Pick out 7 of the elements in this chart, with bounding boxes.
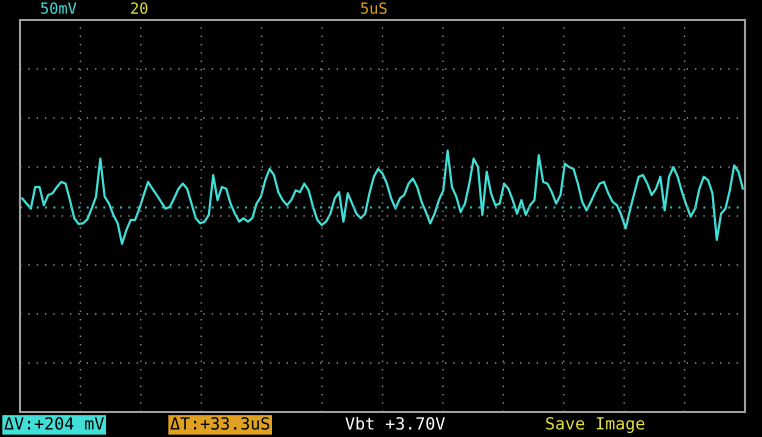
text: 5uS xyxy=(361,2,387,14)
text: 20 xyxy=(131,2,148,14)
text: Vbt +3.70V xyxy=(345,416,445,430)
text: ΔT:+33.3uS xyxy=(170,417,270,430)
text: 50mV xyxy=(41,2,76,14)
text: ΔV:+204 mV xyxy=(4,417,104,430)
text: Save Image xyxy=(546,417,644,433)
